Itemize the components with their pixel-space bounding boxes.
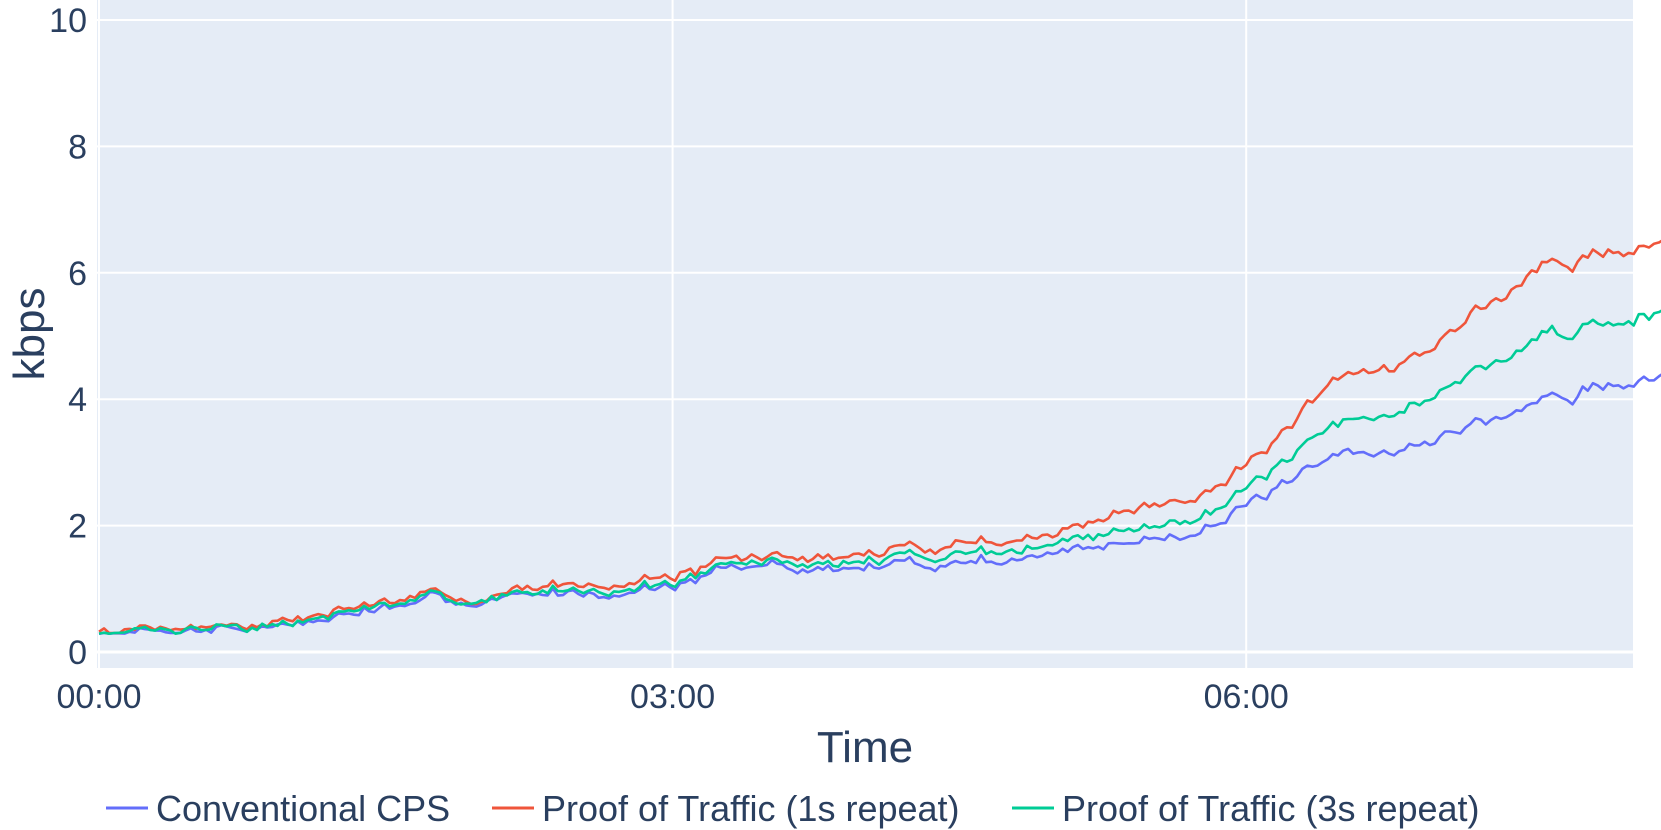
series-line-1 [98,239,1661,635]
plot-background [97,0,1633,668]
series-line-0 [98,373,1661,636]
y-gridlines [97,19,1633,654]
y-axis-title: kbps [5,288,54,381]
y-tick-label: 0 [68,634,87,672]
y-tick-label: 6 [68,255,87,293]
series-layer [98,239,1661,636]
legend-label: Proof of Traffic (3s repeat) [1062,788,1480,829]
x-axis-title: Time [817,723,913,772]
legend-label: Proof of Traffic (1s repeat) [542,788,960,829]
legend-label: Conventional CPS [156,788,450,829]
x-tick-label: 00:00 [56,678,141,716]
series-line-2 [98,309,1661,635]
x-tick-label: 06:00 [1204,678,1289,716]
x-gridlines [98,0,1248,668]
y-tick-label: 2 [68,508,87,546]
y-tick-label: 4 [68,381,87,419]
y-tick-label: 8 [68,128,87,166]
y-tick-label: 10 [49,2,87,40]
legend-item[interactable]: Proof of Traffic (3s repeat) [1012,788,1480,829]
legend: Conventional CPS Proof of Traffic (1s rep… [106,788,1480,829]
legend-item[interactable]: Conventional CPS [106,788,450,829]
x-tick-label: 03:00 [630,678,715,716]
y-tick-labels: 0 2 4 6 8 10 [49,2,87,672]
legend-item[interactable]: Proof of Traffic (1s repeat) [492,788,960,829]
